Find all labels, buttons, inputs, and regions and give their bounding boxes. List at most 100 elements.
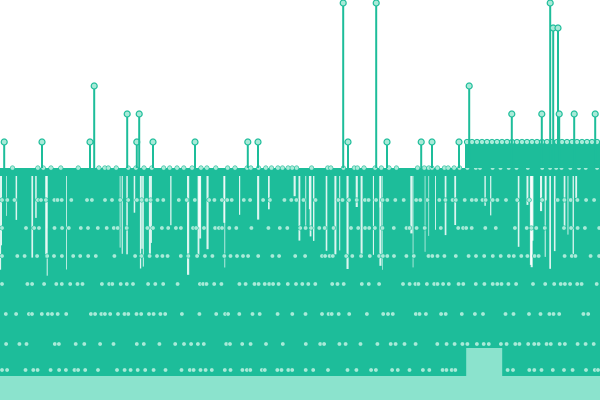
stem-gap (293, 176, 296, 197)
stem-marker (596, 253, 600, 259)
stem-marker (558, 281, 564, 287)
stem-marker (389, 367, 395, 373)
stem-marker (506, 253, 512, 259)
stem-marker (102, 311, 108, 317)
stem-marker (526, 311, 532, 317)
stem-marker (362, 225, 368, 231)
stem-marker (444, 341, 450, 347)
stem-marker (178, 225, 184, 231)
stem-marker (557, 341, 563, 347)
stem-marker (262, 281, 268, 287)
stem-marker (525, 341, 531, 347)
stem-marker (201, 341, 207, 347)
stem-marker (341, 281, 347, 287)
stem-marker (591, 197, 597, 203)
stem-marker (188, 341, 194, 347)
stem-marker (343, 253, 349, 259)
stem-marker (54, 197, 60, 203)
stem-marker (128, 367, 134, 373)
stem-marker (596, 225, 600, 231)
stem-gap (553, 176, 556, 252)
stem-marker (354, 165, 360, 171)
stem-marker (154, 253, 160, 259)
stem-marker (228, 367, 234, 373)
stem-marker (442, 197, 448, 203)
lollipop-marker (90, 82, 98, 90)
stem-marker (288, 197, 294, 203)
lollipop-marker (554, 24, 562, 32)
stem-marker (510, 311, 516, 317)
stem-marker (31, 225, 37, 231)
stem-marker (346, 311, 352, 317)
stem-marker (263, 165, 269, 171)
stem-marker (279, 165, 285, 171)
stem-marker (159, 253, 165, 259)
stem-marker (325, 367, 331, 373)
stem-marker (124, 225, 130, 231)
tall-stem-layer (0, 0, 599, 168)
stem-marker (248, 225, 254, 231)
stem-marker (336, 311, 342, 317)
stem-marker (0, 281, 5, 287)
lollipop-marker (339, 0, 347, 7)
stem-marker (575, 341, 581, 347)
stem-marker (455, 225, 461, 231)
stem-marker (22, 367, 28, 373)
stem-marker (247, 197, 253, 203)
stem-gap (575, 176, 578, 198)
stem-marker (357, 341, 363, 347)
stem-marker (503, 197, 509, 203)
stem-marker (460, 281, 466, 287)
stem-marker (384, 253, 390, 259)
stem-marker (422, 225, 428, 231)
stem-marker (511, 253, 517, 259)
stem-marker (0, 253, 5, 259)
stem-marker (173, 225, 179, 231)
stem-marker (413, 341, 419, 347)
stem-gap (46, 176, 48, 276)
stem-marker (446, 281, 452, 287)
stem-marker (321, 341, 327, 347)
stem-marker (562, 281, 568, 287)
stem-marker (302, 311, 308, 317)
stem-marker (211, 281, 217, 287)
stem-marker (328, 165, 334, 171)
stem-marker (204, 165, 210, 171)
stem-gap (529, 176, 533, 265)
stem-marker (236, 281, 242, 287)
stem-marker (339, 197, 345, 203)
stem-gap (334, 176, 337, 255)
baseline-notch (466, 348, 503, 376)
stem-marker (160, 281, 166, 287)
stem-marker (85, 225, 91, 231)
stem-marker (36, 225, 42, 231)
stem-marker (3, 311, 9, 317)
stem-marker (583, 341, 589, 347)
stem-marker (423, 311, 429, 317)
stem-marker (221, 253, 227, 259)
stem-marker (184, 197, 190, 203)
stem-marker (209, 367, 215, 373)
stem-gap (31, 176, 34, 258)
stem-marker (395, 367, 401, 373)
stem-marker (73, 341, 79, 347)
stem-gap (206, 176, 209, 250)
stem-gap (6, 176, 7, 216)
stem-marker (275, 165, 281, 171)
stem-marker (367, 253, 373, 259)
stem-marker (390, 311, 396, 317)
stem-marker (322, 253, 328, 259)
stem-gap (382, 176, 383, 270)
stem-gap (187, 176, 190, 275)
stem-marker (63, 367, 69, 373)
stem-marker (319, 311, 325, 317)
stem-marker (78, 225, 84, 231)
stem-marker (366, 225, 372, 231)
stem-marker (366, 281, 372, 287)
stem-marker (181, 165, 187, 171)
stem-marker (498, 341, 504, 347)
stem-marker (464, 341, 470, 347)
stem-marker (132, 253, 138, 259)
stem-marker (12, 197, 18, 203)
stem-marker (359, 281, 365, 287)
